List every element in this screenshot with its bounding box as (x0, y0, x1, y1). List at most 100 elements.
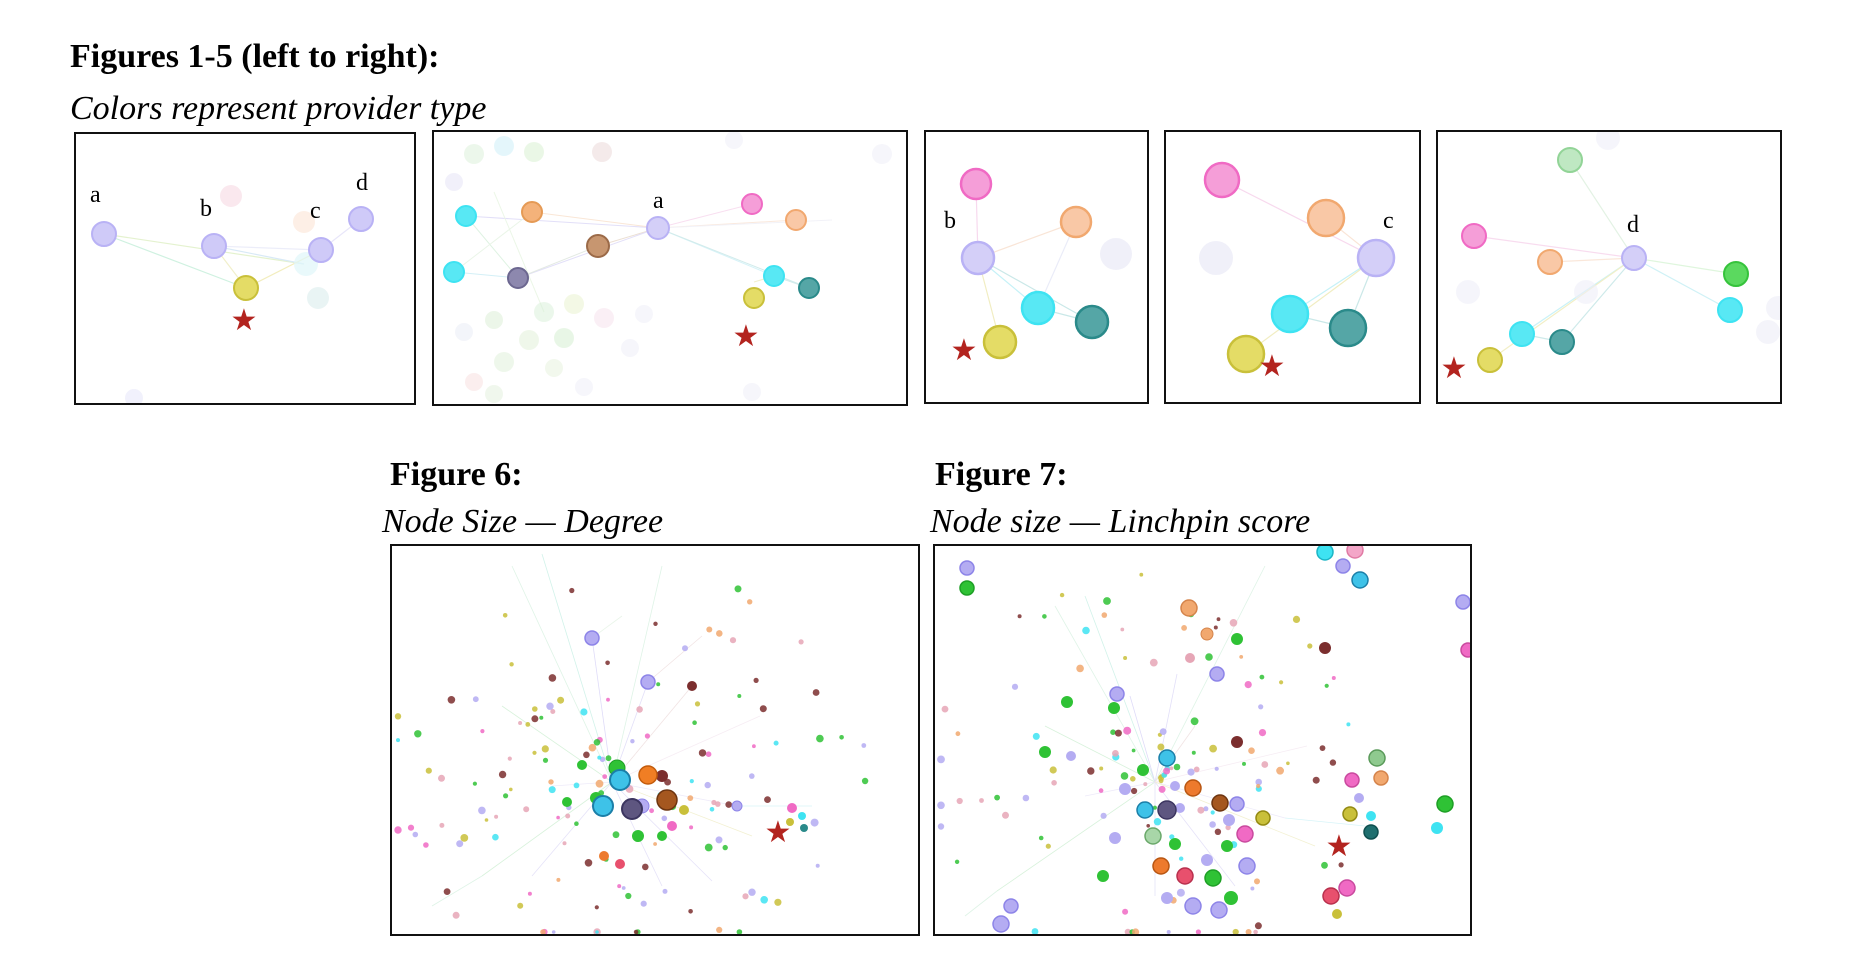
network-node (1250, 886, 1255, 891)
network-node (605, 755, 612, 762)
network-node (729, 637, 737, 644)
network-node (736, 929, 743, 934)
figure-7-panel: ★ (933, 544, 1472, 936)
network-node (636, 706, 643, 713)
network-node (1051, 780, 1057, 786)
network-node (1261, 761, 1269, 768)
network-node (1101, 612, 1108, 618)
network-node (1259, 674, 1265, 680)
network-node (1143, 782, 1148, 787)
network-node (705, 751, 712, 757)
network-node (937, 801, 945, 810)
network-node (737, 694, 742, 698)
node-label-d: d (1627, 212, 1639, 238)
network-node (556, 877, 561, 882)
network-node (456, 840, 464, 848)
network-node (1216, 617, 1221, 622)
network-node (1169, 834, 1175, 840)
network-node (747, 599, 753, 605)
network-node (1324, 683, 1329, 688)
network-node (1120, 772, 1129, 780)
network-node (752, 744, 756, 749)
network-node (565, 813, 571, 819)
network-node (1229, 619, 1238, 627)
network-node (531, 715, 539, 723)
network-node (764, 796, 771, 803)
network-node (472, 696, 479, 703)
network-node (1225, 824, 1231, 831)
network-node (1157, 743, 1165, 751)
network-node (1112, 750, 1119, 757)
figure-2-panel: a ★ (432, 130, 908, 406)
network-node (937, 755, 945, 764)
network-node (1176, 888, 1185, 897)
network-node (523, 806, 530, 813)
network-node (1319, 745, 1326, 751)
network-node (460, 834, 469, 842)
network-node (812, 689, 820, 696)
network-node (595, 779, 604, 788)
network-node (706, 626, 713, 633)
network-node (621, 886, 626, 890)
network-node (1169, 766, 1174, 771)
network-node (1031, 928, 1039, 934)
network-node (602, 774, 608, 779)
network-node (1038, 835, 1044, 841)
network-node (640, 900, 647, 907)
network-node (734, 585, 742, 593)
network-node (1045, 843, 1051, 849)
network-node (1103, 597, 1111, 605)
network-node (1195, 929, 1201, 934)
network-node (548, 786, 556, 794)
network-node (682, 645, 688, 652)
network-node (1279, 680, 1284, 685)
network-node (711, 799, 717, 806)
network-node (1131, 748, 1136, 753)
network-node (1210, 810, 1215, 815)
network-node (759, 705, 767, 713)
network-node (1292, 615, 1301, 623)
network-node (412, 831, 419, 838)
network-node (518, 721, 523, 725)
network-node (1131, 787, 1138, 795)
network-node (617, 884, 622, 889)
network-node (562, 841, 567, 846)
star-marker: ★ (733, 320, 760, 353)
network-node (1163, 767, 1171, 775)
network-node (1153, 818, 1162, 826)
node-label-a: a (653, 188, 664, 214)
network-node (1158, 785, 1166, 793)
network-node (597, 755, 602, 760)
network-node (556, 815, 560, 820)
star-marker: ★ (951, 334, 978, 367)
network-node (1329, 759, 1337, 766)
figure-6-panel: ★ (390, 544, 920, 936)
network-node (423, 842, 429, 848)
network-node (642, 863, 649, 871)
network-node (810, 818, 819, 827)
network-node (955, 731, 961, 737)
network-node (662, 888, 668, 894)
network-node (704, 843, 713, 852)
network-node (548, 674, 557, 682)
network-node (698, 749, 707, 757)
network-node (954, 859, 960, 864)
figure-4-network: c ★ (1199, 161, 1396, 383)
network-node (492, 833, 499, 841)
network-node (1245, 929, 1252, 934)
network-node (539, 715, 544, 720)
network-node (1197, 806, 1205, 814)
network-node (447, 696, 456, 704)
network-node (1011, 683, 1019, 690)
network-node (644, 733, 650, 739)
network-node (580, 708, 588, 716)
network-node (688, 909, 693, 914)
network-node (1255, 778, 1262, 786)
network-node (692, 720, 697, 725)
network-node (1205, 653, 1213, 661)
network-node (542, 757, 549, 763)
network-node (594, 905, 599, 910)
network-node (527, 891, 532, 896)
figure-7-subheading: Node size — Linchpin score (930, 503, 1311, 540)
network-node (1286, 761, 1290, 766)
